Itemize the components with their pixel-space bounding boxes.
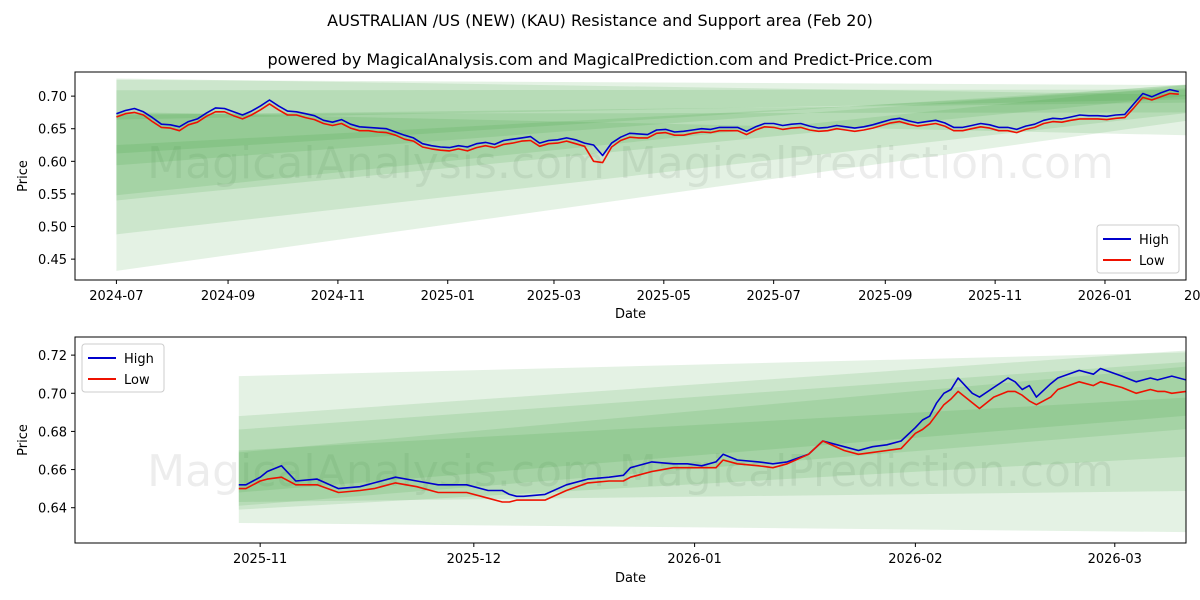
y-tick-label: 0.65 — [38, 123, 67, 138]
x-tick-label: 2026-03 — [1088, 552, 1142, 567]
watermark-text: MagicalAnalysis.com MagicalPrediction.co… — [147, 138, 1114, 189]
x-tick-label: 2026-02 — [888, 552, 942, 567]
x-tick-label: 2026-03 — [1184, 289, 1200, 304]
support-resistance-band — [116, 85, 1186, 196]
support-resistance-band — [116, 84, 1186, 166]
x-tick-label: 2024-09 — [201, 289, 255, 304]
series-line-low — [116, 92, 1179, 164]
series-line-high — [116, 88, 1179, 157]
legend: High Low — [81, 343, 165, 393]
support-resistance-band — [238, 366, 1186, 493]
legend-label-high: High — [124, 352, 154, 367]
y-axis-label: Price — [16, 424, 31, 456]
legend-label-low: Low — [1139, 254, 1165, 269]
x-tick-label: 2025-11 — [968, 289, 1022, 304]
y-tick-label: 0.60 — [38, 155, 67, 170]
x-tick-label: 2025-03 — [527, 289, 581, 304]
y-tick-label: 0.72 — [38, 349, 67, 364]
support-resistance-band — [116, 88, 1186, 201]
y-tick-label: 0.70 — [38, 387, 67, 402]
support-resistance-band — [238, 361, 1186, 506]
y-tick-label: 0.55 — [38, 188, 67, 203]
series-line-high — [238, 367, 1186, 498]
watermark-text: MagicalAnalysis.com MagicalPrediction.co… — [147, 446, 1114, 497]
x-tick-label: 2025-07 — [746, 289, 800, 304]
series-line-low — [238, 381, 1186, 503]
support-resistance-band — [116, 78, 1186, 235]
x-axis-label: Date — [615, 571, 646, 586]
legend-label-high: High — [1139, 233, 1169, 248]
chart-panel-1: MagicalAnalysis.com MagicalPrediction.co… — [16, 71, 1200, 322]
x-tick-label: 2025-01 — [421, 289, 475, 304]
x-tick-label: 2025-11 — [233, 552, 287, 567]
x-tick-label: 2026-01 — [1078, 289, 1132, 304]
y-tick-label: 0.70 — [38, 90, 67, 105]
chart-title: AUSTRALIAN /US (NEW) (KAU) Resistance an… — [327, 11, 873, 30]
y-axis-label: Price — [16, 160, 31, 192]
x-tick-label: 2025-09 — [858, 289, 912, 304]
plot-frame — [74, 71, 1187, 281]
support-resistance-band — [116, 85, 1186, 154]
plot-frame — [74, 336, 1187, 544]
legend-label-low: Low — [124, 373, 150, 388]
support-resistance-band — [116, 89, 1186, 120]
x-tick-label: 2024-07 — [89, 289, 143, 304]
x-tick-label: 2026-01 — [667, 552, 721, 567]
x-tick-label: 2025-05 — [637, 289, 691, 304]
x-axis-label: Date — [615, 307, 646, 322]
y-tick-label: 0.68 — [38, 425, 67, 440]
y-tick-label: 0.64 — [38, 502, 67, 517]
legend: High Low — [1096, 224, 1180, 274]
y-tick-label: 0.50 — [38, 221, 67, 236]
y-tick-label: 0.45 — [38, 253, 67, 268]
x-tick-label: 2024-11 — [311, 289, 365, 304]
chart-panel-2: MagicalAnalysis.com MagicalPrediction.co… — [16, 336, 1187, 586]
support-resistance-band — [238, 397, 1186, 502]
x-tick-label: 2025-12 — [447, 552, 501, 567]
chart-subtitle: powered by MagicalAnalysis.com and Magic… — [267, 50, 933, 69]
support-resistance-band — [116, 79, 1186, 271]
y-tick-label: 0.66 — [38, 464, 67, 479]
